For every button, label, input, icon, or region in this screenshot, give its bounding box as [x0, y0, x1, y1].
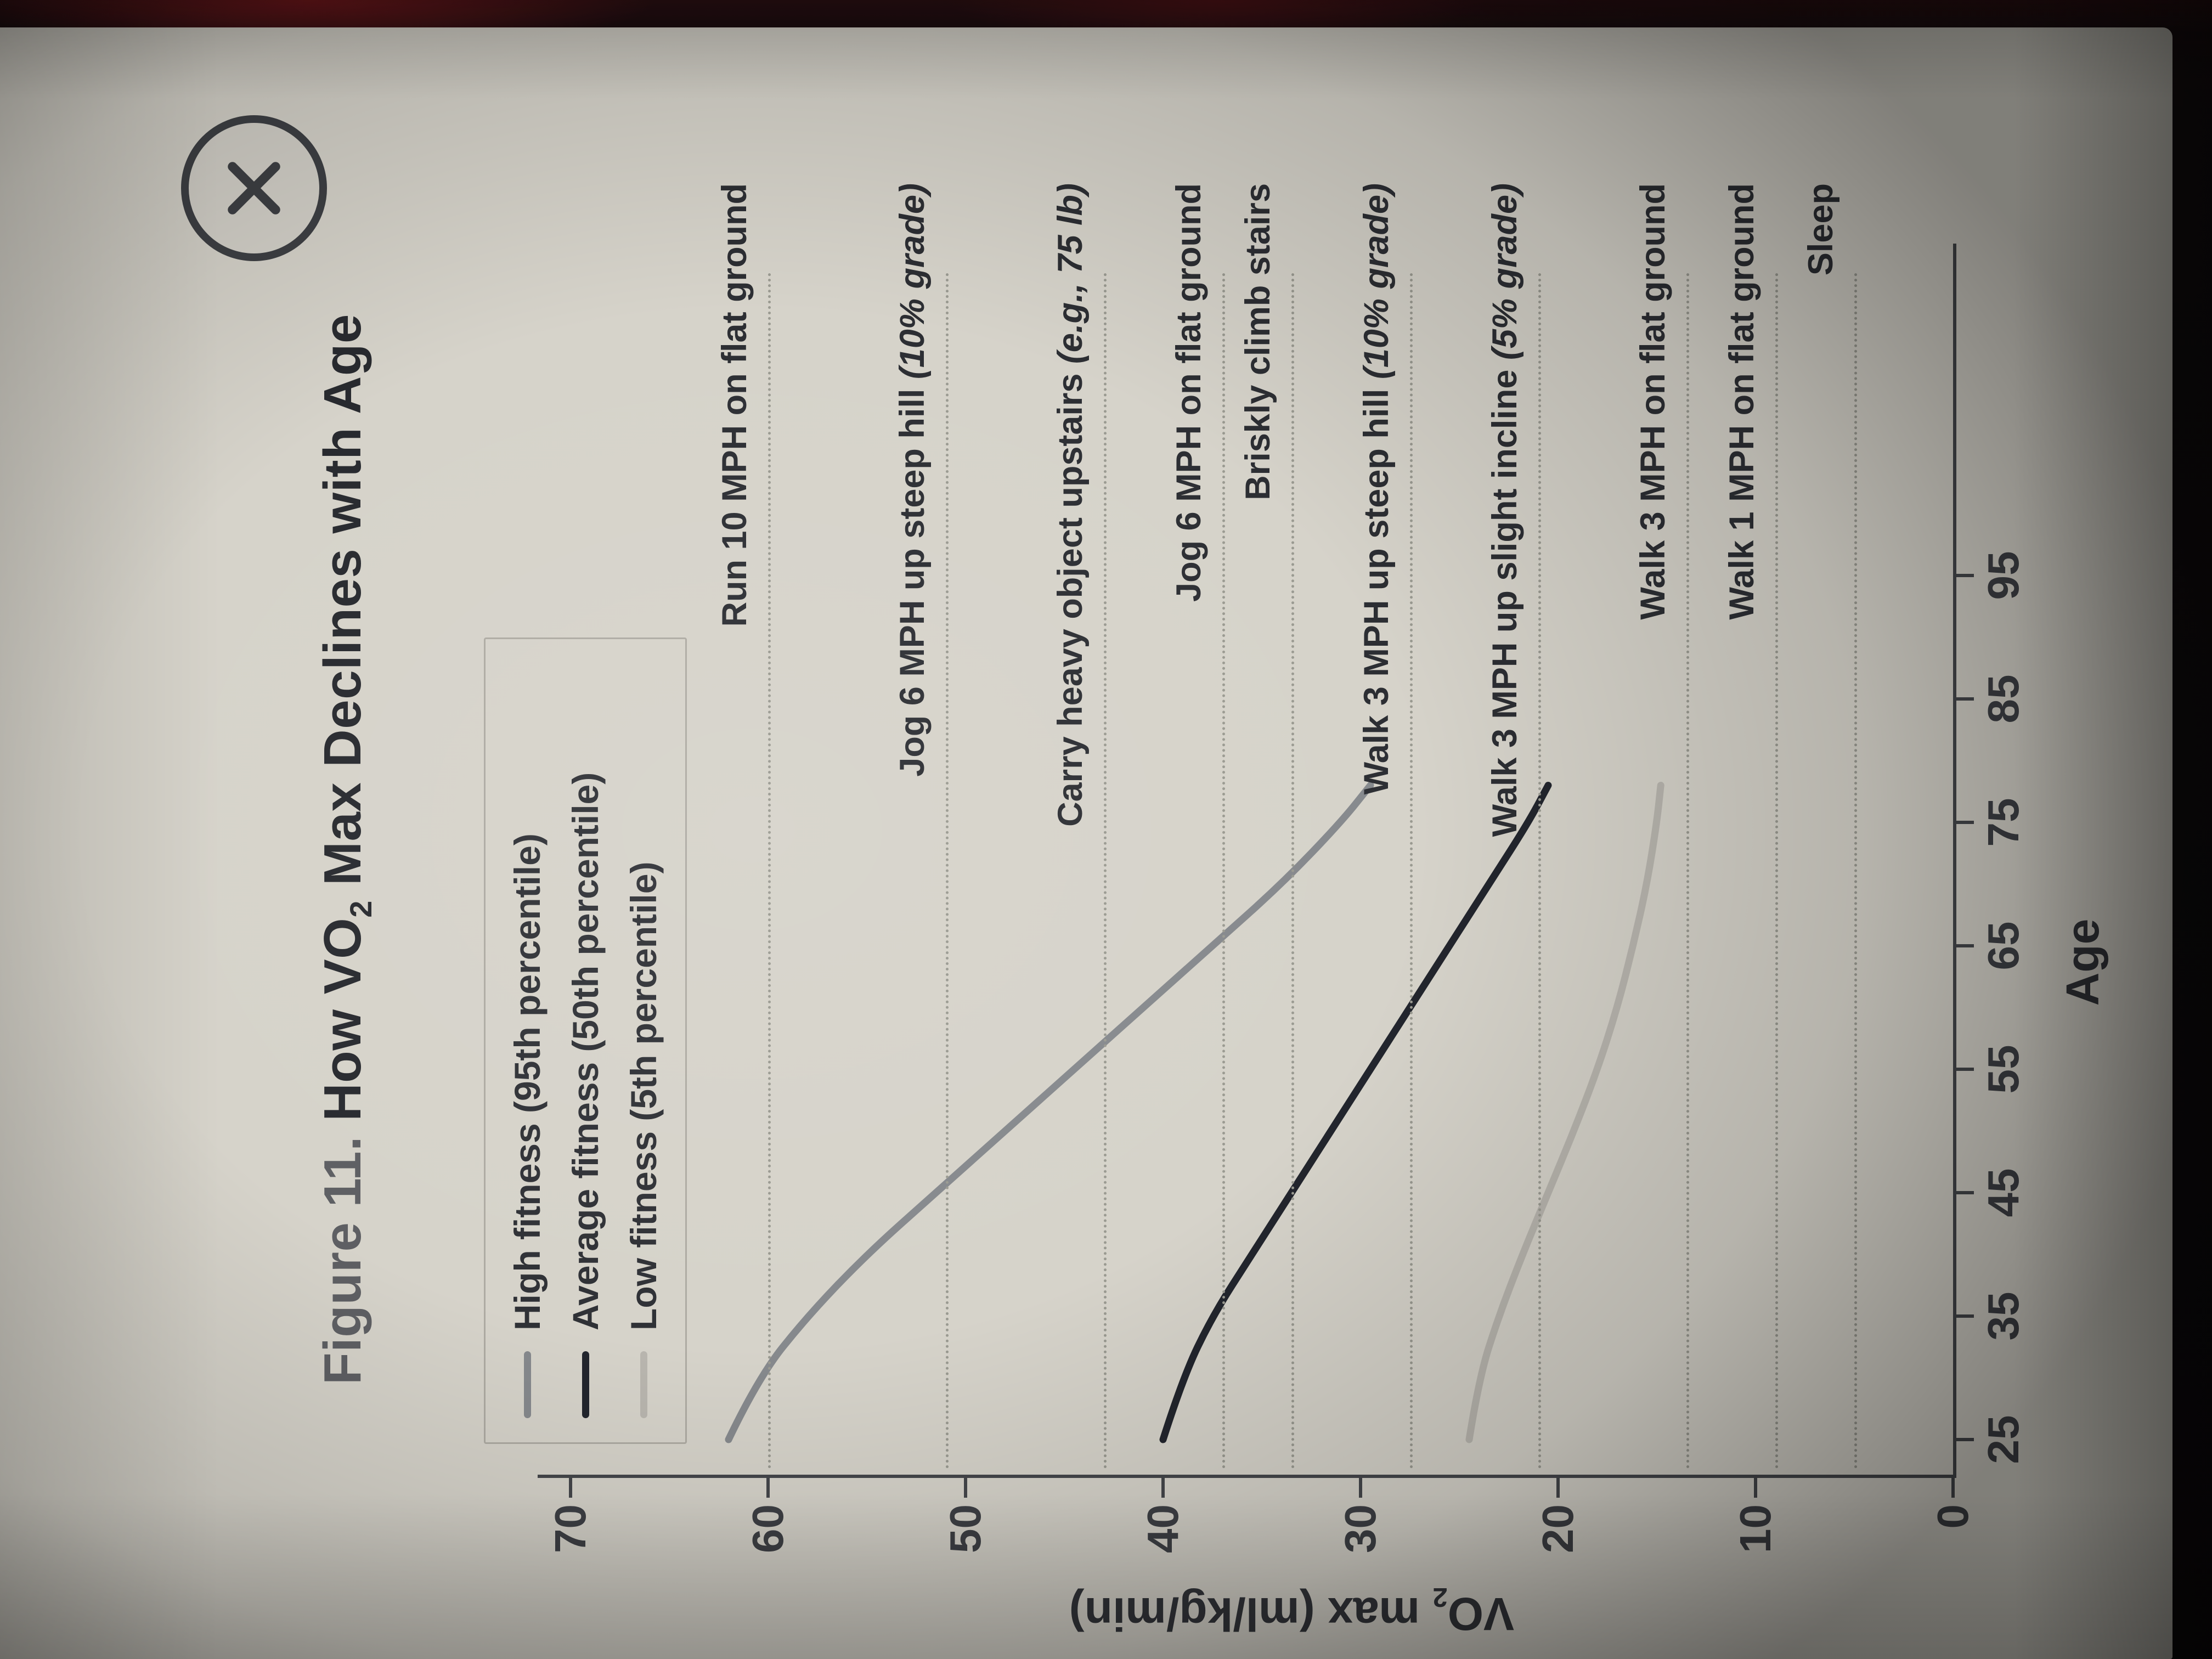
- curve-average-fitness-50th-percentile-: [1159, 782, 1552, 1443]
- x-tick-mark: [1954, 1438, 1974, 1441]
- y-tick-mark: [766, 1477, 770, 1498]
- y-tick-label: 40: [1138, 1504, 1187, 1553]
- reference-line: [1854, 272, 1857, 1468]
- rotated-figure-page: Figure 11. How VO2 Max Declines with Age…: [0, 27, 2172, 1659]
- x-tick-label: 55: [1979, 1045, 2028, 1094]
- reference-line: [1104, 272, 1107, 1468]
- curve-high-fitness-95th-percentile-: [725, 782, 1374, 1443]
- y-tick-mark: [1161, 1477, 1165, 1498]
- reference-line: [1775, 272, 1778, 1468]
- reference-line: [946, 272, 949, 1468]
- x-tick-label: 75: [1979, 798, 2028, 847]
- y-tick-mark: [1951, 1477, 1955, 1498]
- fitness-curves: [725, 782, 1664, 1443]
- device-screen: Figure 11. How VO2 Max Declines with Age…: [0, 27, 2172, 1659]
- y-tick-mark: [1754, 1477, 1757, 1498]
- y-tick-mark: [1556, 1477, 1560, 1498]
- y-tick-label: 10: [1731, 1504, 1780, 1553]
- reference-line-label: Jog 6 MPH up steep hill (10% grade): [893, 183, 932, 777]
- x-tick-label: 85: [1979, 674, 2028, 724]
- reference-line-label: Walk 3 MPH up steep hill (10% grade): [1357, 183, 1396, 795]
- y-tick-label: 60: [743, 1504, 792, 1553]
- x-tick-label: 95: [1979, 551, 2028, 600]
- reference-line-label: Walk 1 MPH on flat ground: [1723, 183, 1761, 620]
- x-tick-label: 35: [1979, 1291, 2028, 1341]
- curve-low-fitness-5th-percentile-: [1465, 782, 1664, 1443]
- reference-line: [1222, 272, 1225, 1468]
- x-tick-mark: [1954, 697, 1974, 701]
- reference-line: [1686, 272, 1689, 1468]
- reference-line: [768, 272, 771, 1468]
- x-tick-mark: [1954, 1068, 1974, 1071]
- reference-line-label: Walk 3 MPH up slight incline (5% grade): [1486, 183, 1524, 837]
- x-tick-label: 25: [1979, 1415, 2028, 1464]
- x-tick-label: 65: [1979, 921, 2028, 970]
- y-tick-label: 70: [546, 1504, 595, 1553]
- y-tick-label: 0: [1928, 1504, 1977, 1529]
- reference-line-label: Briskly climb stairs: [1239, 183, 1277, 500]
- y-tick-label: 20: [1533, 1504, 1582, 1553]
- x-tick-mark: [1954, 1191, 1974, 1194]
- y-tick-label: 50: [941, 1504, 990, 1553]
- y-tick-mark: [1359, 1477, 1362, 1498]
- x-tick-mark: [1954, 574, 1974, 577]
- reference-line-label: Run 10 MPH on flat ground: [715, 183, 754, 627]
- reference-line-label: Jog 6 MPH on flat ground: [1170, 183, 1208, 602]
- y-tick-label: 30: [1336, 1504, 1385, 1553]
- y-tick-mark: [964, 1477, 967, 1498]
- x-tick-mark: [1954, 821, 1974, 824]
- x-tick-mark: [1954, 944, 1974, 947]
- reference-line: [1538, 272, 1541, 1468]
- x-tick-label: 45: [1979, 1168, 2028, 1217]
- y-tick-mark: [569, 1477, 572, 1498]
- x-tick-mark: [1954, 1314, 1974, 1318]
- reference-line-label: Carry heavy object upstairs (e.g., 75 lb…: [1051, 183, 1090, 827]
- reference-line-label: Sleep: [1802, 183, 1840, 276]
- reference-line: [1410, 272, 1413, 1468]
- reference-line-label: Walk 3 MPH on flat ground: [1634, 183, 1672, 620]
- reference-line: [1291, 272, 1294, 1468]
- plot-area: VO2 max (ml/kg/min) Age 0 10 20 30 40 50 60 70 2…: [0, 27, 2172, 1659]
